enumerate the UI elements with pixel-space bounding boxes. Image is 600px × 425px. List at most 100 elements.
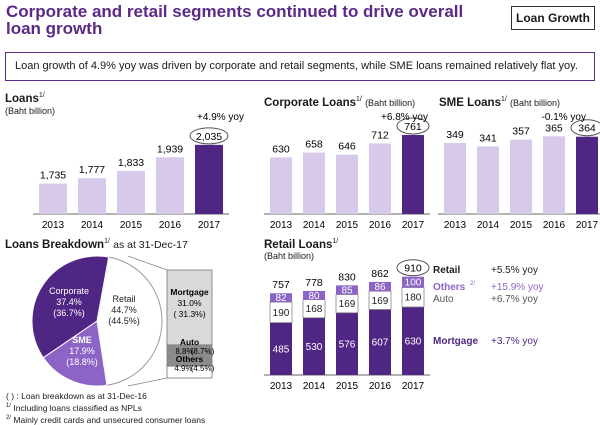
pie-connector-top [127,255,168,271]
retail-stack-tick-label: 2015 [336,381,359,392]
retail-stack-auto-label: 169 [339,299,356,310]
retail-breakdown-others-block [166,365,213,379]
breakdown-title-text: Loans Breakdown [5,238,105,251]
retail-legend-others-name: Others [433,282,466,293]
bar-chart-2-highlight-ellipse [570,119,600,137]
footnote-marker: 1/ [356,96,362,103]
summary-box: Loan growth of 4.9% yoy was driven by co… [5,52,595,81]
bar-chart-1-value-label: 658 [305,139,323,151]
corporate-chart-title: Corporate Loans1/ (Baht billion) [264,96,415,109]
retail-breakdown-mortgage-value: 31.0% [177,298,202,308]
bar-chart-2-tick-label: 2016 [543,220,566,231]
pie-slice-retail [96,256,163,386]
retail-breakdown-auto-value: 8.8% [175,347,193,356]
bar-chart-1-bar [270,157,292,214]
sme-chart-title: SME Loans1/ (Baht billion) [439,96,560,109]
retail-stack-mortgage-segment [369,309,391,375]
retail-breakdown-auto-name: Auto [180,337,199,347]
bar-chart-2-value-label: 357 [512,126,530,138]
bar-chart-0-tick-label: 2015 [120,220,143,231]
bar-chart-2-tick-label: 2017 [576,220,599,231]
bar-chart-1-value-label: 761 [404,121,422,133]
bar-chart-1-value-label: 712 [371,129,389,141]
note-2-marker: 1/ [6,403,12,409]
retail-stack-others-segment [270,293,292,303]
retail-stack-mortgage-label: 485 [273,344,290,355]
retail-stack-mortgage-segment [402,306,424,375]
sme-unit: (Baht billion) [510,97,561,108]
retail-breakdown-mortgage-block [166,269,213,346]
pie-label-sme-name: SME [72,335,92,345]
retail-stack-mortgage-label: 576 [339,339,356,350]
bar-chart-2-value-label: 349 [446,129,464,141]
pie-slice-corporate [31,255,110,359]
breakdown-title: Loans Breakdown1/ as at 31-Dec-17 [5,238,188,251]
bar-chart-2-tick-label: 2014 [477,220,500,231]
bar-chart-2-bar [543,136,565,214]
retail-breakdown-mortgage-prev: ( 31.3%) [173,309,205,319]
retail-stack-tick-label: 2016 [369,381,392,392]
bar-chart-1-bar [369,143,391,214]
retail-stack-others-segment [303,290,325,300]
page-title: Corporate and retail segments continued … [6,3,476,37]
retail-legend-mortgage-name: Mortgage [433,336,478,347]
sme-title-text: SME Loans [439,96,501,109]
retail-breakdown-auto-prev: (8.7%) [191,347,215,356]
footnote-marker: 1/ [332,238,339,245]
section-badge: Loan Growth [511,6,595,30]
retail-legend-mortgage-growth: +3.7% yoy [491,336,538,347]
retail-stack-mortgage-label: 530 [306,342,323,353]
retail-stack-mortgage-label: 630 [405,336,422,347]
bar-chart-0-value-label: 1,939 [157,143,183,155]
bar-chart-2-tick-label: 2015 [510,220,533,231]
retail-stack-auto-label: 190 [273,308,290,319]
footnotes: ( ) : Loan breakdown as at 31-Dec-16 1/ … [6,391,205,425]
retail-stack-others-segment [336,285,358,295]
note-1: ( ) : Loan breakdown as at 31-Dec-16 [6,391,147,401]
retail-stack-others-label: 80 [308,291,320,302]
footnote-marker: 1/ [500,96,507,103]
retail-legend-auto-growth: +6.7% yoy [491,294,538,305]
bar-chart-1-bar [336,154,358,214]
retail-stack-others-label: 85 [341,285,353,296]
pie-label-sme-value: 17.9% [69,346,95,356]
corporate-title-text: Corporate Loans [264,96,357,109]
bar-chart-1-bar [303,152,325,214]
bar-chart-1-tick-label: 2014 [303,220,326,231]
bar-chart-2-value-label: 364 [578,123,596,135]
bar-chart-2-value-label: 341 [479,132,497,144]
retail-stack-total-label: 778 [305,277,323,289]
pie-label-retail-prev: (44.5%) [108,316,140,326]
retail-stack-auto-label: 169 [372,296,389,307]
retail-stack-total-label: 757 [272,279,290,291]
bar-chart-2-value-label: 365 [545,122,563,134]
pie-label-sme-prev: (18.8%) [66,357,98,367]
retail-legend-total-growth: +5.5% yoy [491,265,538,276]
retail-stack-mortgage-segment [270,322,292,375]
bar-chart-1-value-label: 646 [338,141,356,153]
retail-breakdown-others-prev: (4.5%) [191,364,215,373]
retail-stack-others-segment [402,276,424,288]
bar-chart-1-highlight-ellipse [396,117,430,135]
note-2-text: Including loans classified as NPLs [13,402,142,413]
note-2: 1/ Including loans classified as NPLs [6,401,205,413]
retail-stack-tick-label: 2017 [402,381,425,392]
retail-stack-mortgage-segment [336,312,358,375]
retail-stack-mortgage-label: 607 [372,338,389,349]
bar-chart-0-tick-label: 2014 [81,220,104,231]
bar-chart-0-growth: +4.9% yoy [197,112,244,123]
bar-chart-0-value-label: 1,777 [79,164,105,176]
retail-stack-highlight-ellipse [396,259,430,277]
title-line-1: Corporate and retail segments continued … [6,2,464,21]
title-line-2: loan growth [6,19,103,38]
retail-stack-auto-label: 168 [306,304,323,315]
retail-legend-others-marker: 2/ [470,281,475,287]
retail-stack-tick-label: 2013 [270,381,293,392]
loans-chart-title: Loans1/ [5,92,45,105]
retail-breakdown-others-value: 4.9% [174,364,192,373]
retail-legend-others-growth: +15.9% yoy [491,282,544,293]
bar-chart-2-growth: -0.1% yoy [542,112,586,123]
pie-label-corporate-name: Corporate [49,286,89,296]
retail-stack-tick-label: 2014 [303,381,326,392]
bar-chart-2-tick-label: 2013 [444,220,467,231]
